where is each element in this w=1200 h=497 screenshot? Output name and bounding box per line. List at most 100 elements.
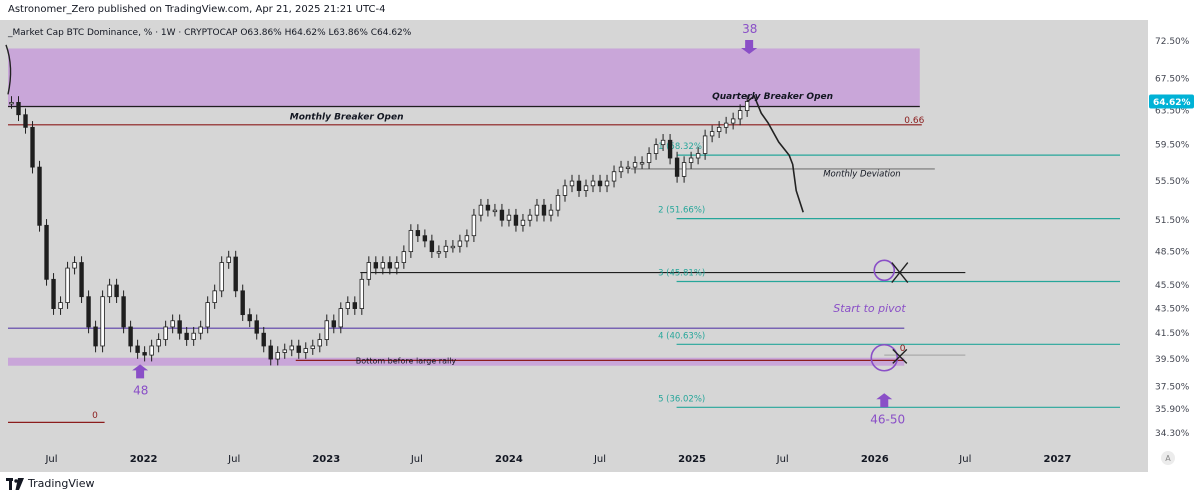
candle-body: [625, 166, 631, 170]
upper-zone: [8, 48, 920, 108]
candle-body: [387, 262, 393, 269]
zero-label-right: 0: [900, 344, 906, 354]
candle-body: [373, 262, 379, 269]
candle-body: [688, 157, 694, 163]
candle-body: [639, 162, 645, 165]
candle-body: [471, 214, 477, 237]
arrow-target-label: 46-50: [870, 412, 905, 426]
candle-body: [65, 267, 70, 303]
candle-body: [604, 180, 610, 187]
candle-body: [170, 320, 175, 328]
candle-body: [527, 214, 533, 221]
circle-mark-upper: [873, 259, 896, 282]
y-tick-label: 41.50%: [1155, 329, 1190, 339]
x-tick-label: 2022: [130, 454, 158, 465]
candle-body: [660, 139, 666, 146]
current-price-badge: [1149, 94, 1194, 109]
candle-body: [191, 332, 196, 340]
candle-body: [254, 320, 259, 334]
y-tick-label: 63.50%: [1155, 107, 1190, 117]
monthly-deviation-label: Monthly Deviation: [823, 169, 900, 179]
candle-body: [23, 114, 28, 128]
candle-body: [121, 296, 126, 328]
arrow-bottom-icon: [132, 364, 149, 379]
y-tick-label: 37.50%: [1155, 382, 1190, 392]
tradingview-logo-icon[interactable]: [6, 478, 24, 490]
fib-label-5: 5 (36.02%): [658, 394, 705, 404]
candle-body: [9, 102, 14, 105]
candle-body: [541, 204, 547, 216]
y-tick-label: 45.50%: [1155, 281, 1190, 291]
y-tick-label: 35.90%: [1155, 405, 1190, 415]
candle-body: [268, 345, 273, 360]
candle-body: [569, 180, 575, 187]
candle-body: [408, 230, 414, 253]
candle-body: [506, 214, 512, 221]
bottom-rally-label: Bottom before large rally: [356, 357, 457, 366]
candle-body: [282, 349, 287, 353]
candle-body: [128, 326, 133, 347]
candle-body: [464, 235, 470, 242]
candle-body: [457, 240, 463, 247]
x-tick-label: 2025: [678, 454, 706, 465]
candle-body: [485, 204, 491, 211]
x-tick-label: 2023: [312, 454, 340, 465]
candle-body: [261, 332, 266, 347]
x-tick-label: Jul: [410, 454, 423, 465]
y-tick-label: 34.30%: [1155, 429, 1190, 439]
tradingview-brand[interactable]: TradingView: [28, 477, 95, 490]
start-to-pivot-label: Start to pivot: [833, 302, 906, 315]
candle-body: [562, 185, 568, 196]
candle-body: [317, 339, 322, 347]
candle-body: [555, 195, 561, 211]
candle-body: [37, 166, 42, 226]
candle-body: [114, 284, 119, 298]
candle-body: [597, 180, 603, 187]
candle-body: [737, 110, 743, 120]
candle-body: [422, 235, 428, 242]
candle-body: [394, 262, 400, 269]
candle-body: [345, 302, 350, 309]
monthly-breaker-label: Monthly Breaker Open: [290, 113, 404, 123]
candle-body: [107, 284, 112, 298]
tv-watermark-badge: [1161, 451, 1175, 465]
candle-body: [303, 348, 308, 353]
candle-body: [401, 251, 407, 263]
y-tick-label: 43.50%: [1155, 305, 1190, 315]
candle-body: [226, 256, 231, 263]
candle-body: [352, 302, 358, 309]
circle-mark-lower: [870, 343, 899, 372]
x-tick-label: Jul: [593, 454, 606, 465]
candle-body: [184, 332, 189, 340]
candle-body: [219, 262, 224, 292]
arrow-bottom-label: 48: [133, 383, 148, 397]
y-tick-label: 59.50%: [1155, 141, 1190, 151]
candle-body: [72, 262, 77, 269]
candle-body: [450, 245, 456, 249]
candle-body: [310, 345, 315, 349]
candle-body: [674, 157, 680, 177]
candle-body: [513, 214, 519, 226]
x-tick-label: Jul: [227, 454, 240, 465]
candle-body: [86, 296, 91, 328]
candle-body: [590, 180, 596, 187]
zero-label-left: 0: [92, 411, 98, 421]
candle-body: [359, 278, 365, 309]
candle-body: [16, 102, 21, 116]
candle-body: [443, 245, 449, 253]
bottom-zone: [8, 357, 905, 366]
candle-body: [205, 302, 210, 328]
candle-body: [30, 126, 35, 168]
y-tick-label: 67.50%: [1155, 75, 1190, 85]
candle-body: [611, 171, 617, 182]
top-bar: Astronomer_Zero published on TradingView…: [0, 0, 1200, 20]
cross-mark-upper: [891, 262, 909, 283]
candle-body: [149, 345, 154, 356]
fib-label-1: 1 (58.32%): [658, 142, 705, 152]
candle-body: [709, 131, 715, 137]
projection-path: [746, 94, 804, 213]
chart-area[interactable]: 1 (58.32%) 2 (51.66%) 3 (45.81%) 4 (40.63%)…: [0, 20, 1200, 472]
fib-label-4: 4 (40.63%): [658, 331, 705, 341]
candle-body: [548, 209, 554, 216]
y-tick-label: 48.50%: [1155, 248, 1190, 258]
